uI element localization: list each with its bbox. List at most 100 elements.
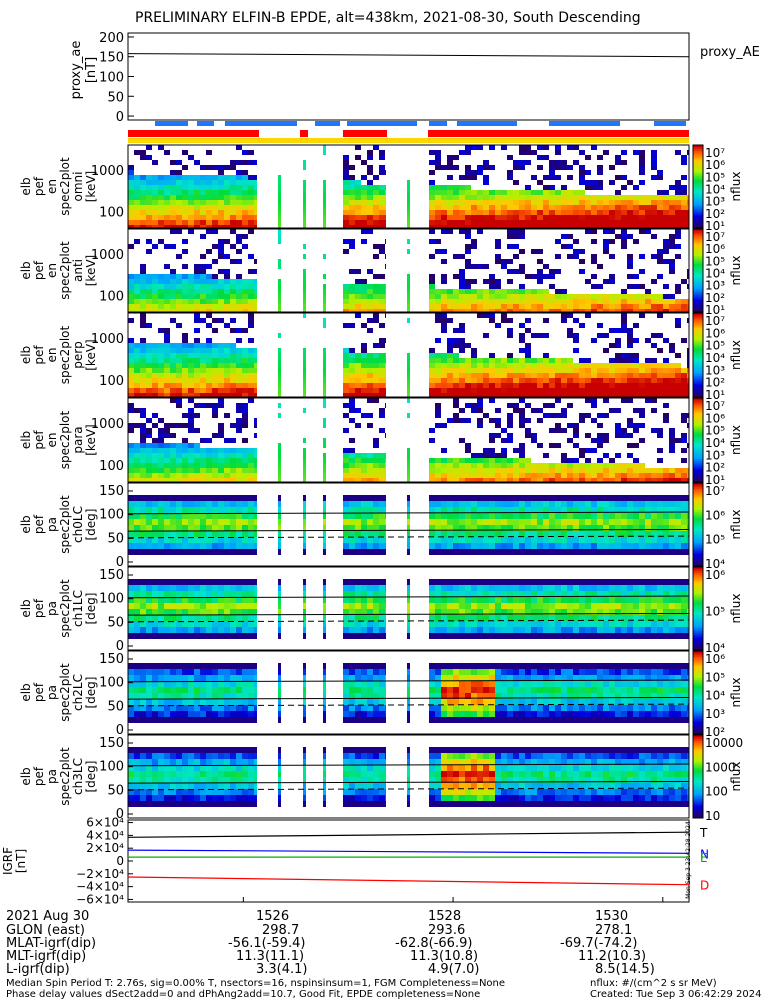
spectrogram-cell: [579, 473, 585, 478]
spectrogram-cell: [140, 579, 146, 585]
spectrogram-cell: [248, 495, 254, 501]
spectrogram-cell: [519, 368, 525, 373]
spectrogram-cell: [543, 495, 549, 501]
spectrogram-cell: [567, 519, 573, 525]
spectrogram-cell: [621, 239, 627, 244]
spectrogram-cell: [429, 378, 435, 383]
spectrogram-cell: [278, 348, 281, 353]
ae-ytick-label: 0: [116, 110, 124, 125]
spectrogram-cell: [367, 585, 373, 591]
spectrogram-cell: [549, 513, 555, 519]
spectrogram-cell: [176, 304, 182, 309]
spectrogram-cell: [591, 543, 597, 549]
spectrogram-cell: [645, 289, 651, 294]
spectrogram-cell: [441, 313, 447, 318]
spectrogram-cell: [152, 244, 158, 249]
spectrogram-cell: [303, 299, 306, 304]
spectrogram-cell: [278, 627, 281, 633]
spectrogram-cell: [218, 393, 224, 397]
spectrogram-cell: [323, 304, 326, 309]
spectrogram-cell: [170, 609, 176, 615]
spectrogram-cell: [675, 543, 681, 549]
spectrogram-cell: [164, 353, 170, 358]
spectrogram-cell: [645, 468, 651, 473]
spectrogram-cell: [164, 244, 170, 249]
colorbar-cell: [693, 194, 703, 198]
spectrogram-cell: [573, 501, 579, 507]
spectrogram-cell: [176, 621, 182, 627]
spectrogram-cell: [343, 543, 349, 549]
spectrogram-cell: [188, 210, 194, 215]
spectrogram-cell: [373, 463, 379, 468]
spectrogram-cell: [501, 513, 507, 519]
spectrogram-cell: [645, 210, 651, 215]
spectrogram-cell: [645, 299, 651, 304]
spectrogram-cell: [447, 458, 453, 463]
spectrogram-cell: [531, 289, 537, 294]
spectrogram-cell: [543, 378, 549, 383]
spectrogram-cell: [621, 388, 627, 393]
spectrogram-cell: [441, 393, 447, 397]
panel-ytick-label: 150: [99, 484, 124, 499]
spectrogram-cell: [507, 358, 513, 363]
spectrogram-cell: [152, 473, 158, 478]
spectrogram-cell: [224, 438, 230, 443]
colorbar-cell: [693, 291, 703, 294]
spectrogram-cell: [164, 333, 170, 338]
spectrogram-cell: [373, 543, 379, 549]
spectrogram-cell: [507, 579, 513, 585]
spectrogram-cell: [140, 225, 146, 228]
spectrogram-cell: [657, 597, 663, 603]
spectrogram-cell: [501, 463, 507, 468]
spectrogram-cell: [603, 633, 609, 639]
spectrogram-cell: [519, 537, 525, 543]
spectrogram-cell: [591, 225, 597, 228]
spectrogram-cell: [681, 299, 687, 304]
spectrogram-cell: [140, 294, 146, 299]
spectrogram-cell: [407, 468, 410, 473]
spectrogram-cell: [585, 458, 591, 463]
spectrogram-cell: [429, 200, 435, 205]
spectrogram-cell: [549, 190, 555, 195]
spectrogram-cell: [355, 609, 361, 615]
spectrogram-cell: [206, 388, 212, 393]
spectrogram-cell: [343, 215, 349, 220]
spectrogram-cell: [489, 358, 495, 363]
spectrogram-cell: [349, 519, 355, 525]
spectrogram-cell: [254, 591, 257, 597]
spectrogram-cell: [206, 393, 212, 397]
spectrogram-cell: [609, 537, 615, 543]
spectrogram-cell: [549, 220, 555, 225]
spectrogram-cell: [128, 495, 134, 501]
spectrogram-cell: [152, 343, 158, 348]
spectrogram-cell: [140, 155, 146, 160]
spectrogram-cell: [555, 525, 561, 531]
spectrogram-cell: [447, 513, 453, 519]
spectrogram-cell: [495, 244, 501, 249]
spectrogram-cell: [379, 531, 385, 537]
spectrogram-cell: [140, 368, 146, 373]
spectrogram-cell: [435, 160, 441, 165]
spectrogram-cell: [435, 501, 441, 507]
spectrogram-cell: [407, 531, 410, 537]
spectrogram-cell: [465, 507, 471, 513]
spectrogram-cell: [140, 513, 146, 519]
colorbar-cell: [693, 235, 703, 238]
spectrogram-cell: [477, 423, 483, 428]
spectrogram-cell: [459, 215, 465, 220]
spectrogram-cell: [429, 363, 435, 368]
spectrogram-cell: [477, 294, 483, 299]
colorbar-cell: [693, 178, 703, 181]
spectrogram-cell: [627, 309, 633, 312]
spectrogram-cell: [645, 513, 651, 519]
spectrogram-cell: [254, 175, 257, 180]
spectrogram-cell: [465, 585, 471, 591]
spectrogram-cell: [224, 304, 230, 309]
spectrogram-cell: [645, 358, 651, 363]
spectrogram-cell: [182, 473, 188, 478]
spectrogram-cell: [248, 393, 254, 397]
colorbar-cell: [693, 526, 703, 530]
colorbar-cell: [693, 198, 703, 202]
colorbar-cell: [693, 253, 703, 257]
spectrogram-cell: [248, 621, 254, 627]
